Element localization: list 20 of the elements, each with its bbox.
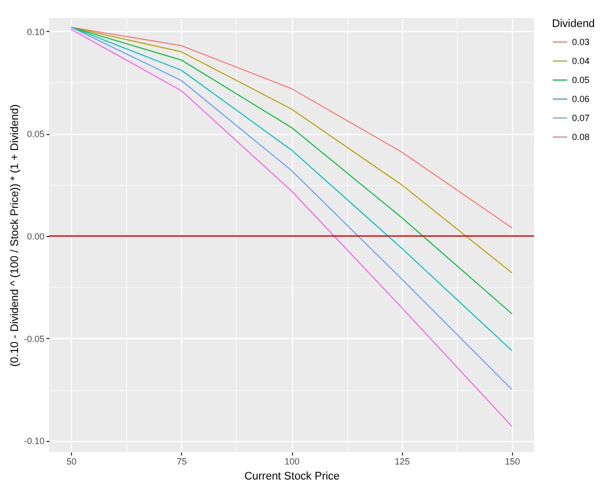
y-tick-label: 0.05 xyxy=(26,129,44,140)
x-tick-label: 50 xyxy=(66,456,77,466)
y-axis-title: (0.10 - Dividend ^ (100 / Stock Price)) * (1 + Dividend) xyxy=(8,104,21,367)
legend-label: 0.04 xyxy=(572,56,590,66)
legend-label: 0.03 xyxy=(572,37,590,47)
y-tick-label: -0.05 xyxy=(24,334,44,344)
legend-label: 0.07 xyxy=(572,113,590,123)
legend-label: 0.08 xyxy=(572,132,590,142)
x-axis-title: Current Stock Price xyxy=(244,470,340,480)
y-tick-label: -0.10 xyxy=(24,436,44,446)
x-tick-label: 100 xyxy=(284,456,300,466)
x-tick-label: 150 xyxy=(504,456,520,466)
legend-title: Dividend xyxy=(552,18,595,30)
x-tick-label: 75 xyxy=(176,456,187,466)
legend-label: 0.06 xyxy=(572,94,590,104)
y-tick-label: 0.00 xyxy=(26,232,44,242)
line-series xyxy=(70,26,512,228)
legend-label: 0.05 xyxy=(572,75,590,85)
y-tick-label: 0.10 xyxy=(26,26,44,37)
x-tick-label: 125 xyxy=(394,456,410,466)
